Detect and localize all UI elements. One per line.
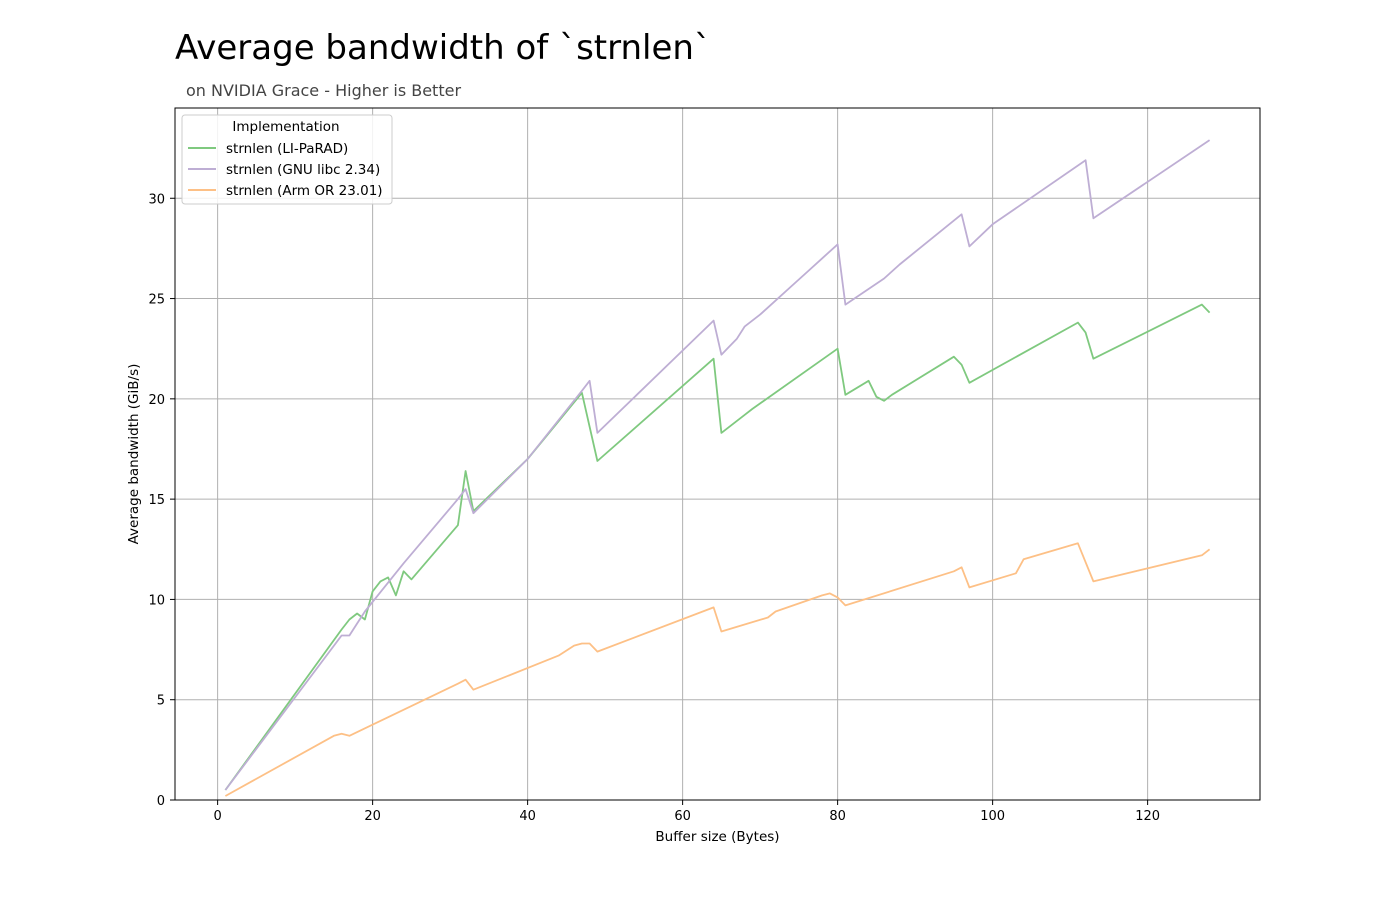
y-axis-label: Average bandwidth (GiB/s) [126, 364, 142, 545]
series-line-0 [224, 303, 1211, 791]
legend: Implementation strnlen (LI-PaRAD)strnlen… [181, 114, 393, 205]
x-tick-label: 100 [980, 809, 1005, 824]
x-tick-label: 80 [829, 809, 846, 824]
legend-entry: strnlen (Arm OR 23.01) [226, 183, 383, 199]
x-tick-label: 20 [364, 809, 381, 824]
legend-box [181, 114, 393, 205]
x-tick-label: 40 [519, 809, 536, 824]
x-tick-label: 120 [1135, 809, 1160, 824]
series-line-2 [224, 542, 1211, 797]
y-tick-label: 30 [148, 192, 165, 207]
x-axis-label: Buffer size (Bytes) [655, 829, 779, 845]
y-tick-label: 20 [148, 393, 165, 408]
y-tick-label: 0 [157, 794, 165, 809]
legend-entry: strnlen (GNU libc 2.34) [226, 162, 380, 178]
y-tick-label: 15 [148, 493, 165, 508]
plot-frame [174, 107, 1261, 801]
series-line-1 [224, 139, 1211, 791]
legend-items: strnlen (LI-PaRAD) strnlen (GNU libc 2.34… [188, 141, 383, 199]
chart-title: Average bandwidth of `strnlen` [175, 28, 711, 68]
y-tick-label: 5 [157, 694, 165, 709]
y-tick-label: 25 [148, 293, 165, 308]
x-tick-label: 60 [674, 809, 691, 824]
axis-ticks: 0 20 40 60 80 100 120 0 5 10 15 20 25 30 [148, 192, 1160, 824]
y-tick-label: 10 [148, 593, 165, 608]
x-tick-label: 0 [213, 809, 221, 824]
chart-subtitle: on NVIDIA Grace - Higher is Better [186, 81, 462, 100]
legend-title: Implementation [232, 119, 339, 135]
legend-entry: strnlen (LI-PaRAD) [226, 141, 348, 157]
grid-lines [175, 108, 1260, 801]
series-lines [224, 139, 1211, 797]
